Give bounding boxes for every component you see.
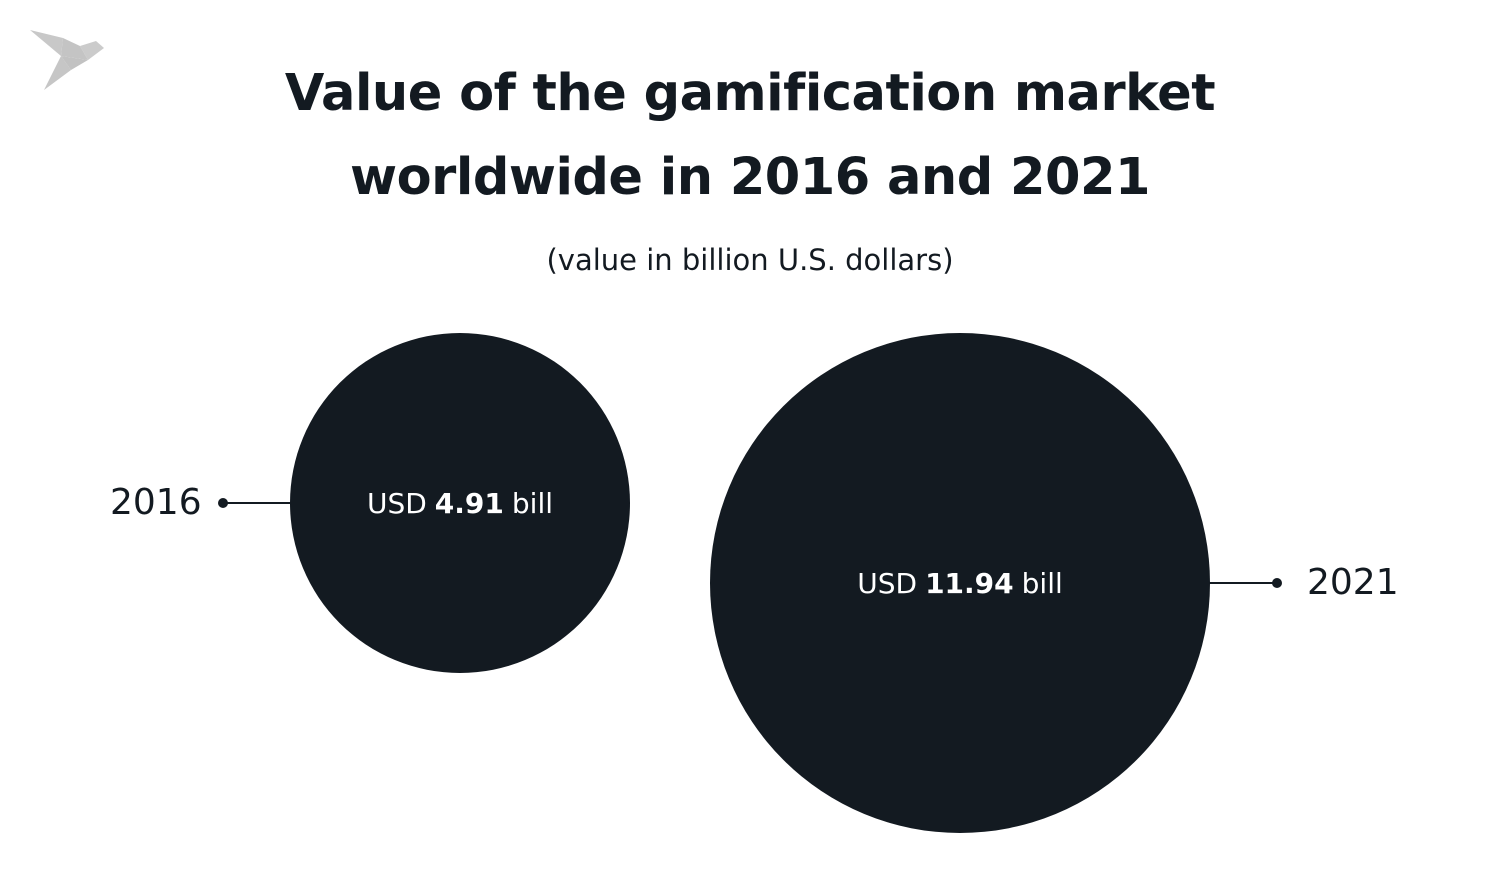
year-label-2016: 2016 <box>110 482 202 523</box>
bubble-suffix: bill <box>1021 566 1063 600</box>
bubble-2021: USD 11.94 bill <box>710 333 1210 833</box>
connector-line-2016 <box>223 502 293 504</box>
origami-bird-logo-icon <box>30 30 104 90</box>
bubble-suffix: bill <box>511 486 554 520</box>
chart-title-line2: worldwide in 2016 and 2021 <box>350 148 1150 207</box>
chart-title-line1: Value of the gamification market <box>284 64 1216 123</box>
connector-dot-2021 <box>1272 578 1282 588</box>
bubble-prefix: USD <box>857 566 918 600</box>
bubble-value: 11.94 <box>925 566 1014 600</box>
chart-subtitle: (value in billion U.S. dollars) <box>546 243 954 277</box>
bubble-prefix: USD <box>366 486 427 520</box>
bubble-value: 4.91 <box>434 486 504 520</box>
connector-line-2021 <box>1208 582 1278 584</box>
year-label-2021: 2021 <box>1307 562 1399 603</box>
bubble-2016: USD 4.91 bill <box>290 333 630 673</box>
chart-title: Value of the gamification market worldwi… <box>0 52 1500 220</box>
